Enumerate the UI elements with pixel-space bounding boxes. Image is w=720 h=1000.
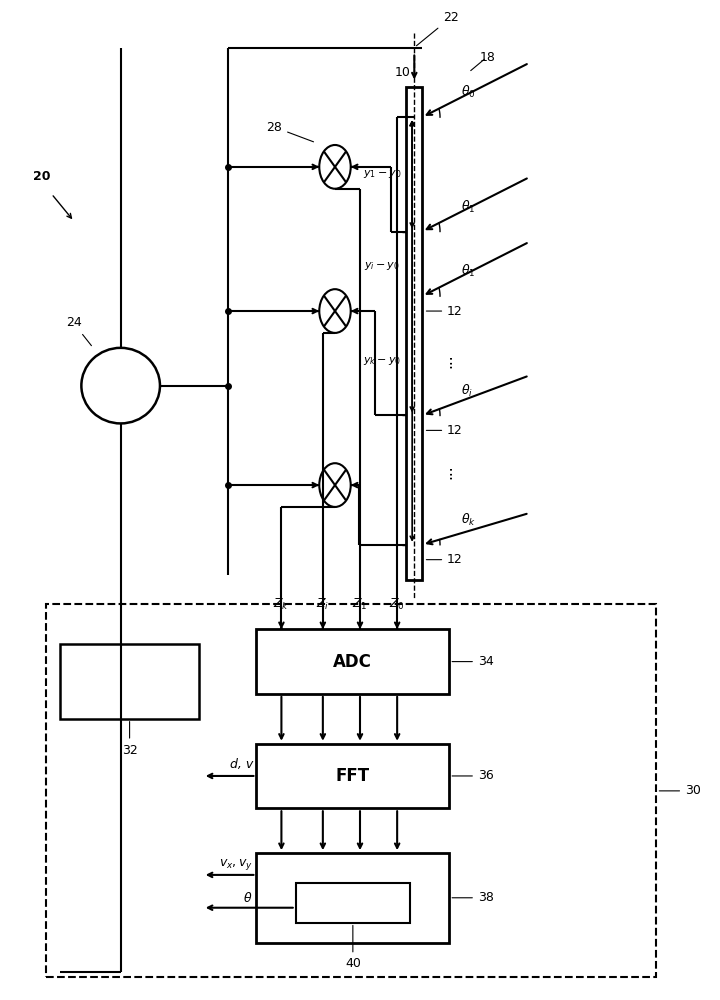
Circle shape: [319, 145, 351, 189]
Text: $Z_k$: $Z_k$: [274, 597, 289, 612]
Text: 20: 20: [33, 170, 51, 183]
Bar: [60, 644, 199, 719]
Text: $v_x, v_y$: $v_x, v_y$: [219, 857, 253, 872]
Text: $\theta$: $\theta$: [243, 891, 253, 905]
Text: ...: ...: [440, 465, 454, 479]
Circle shape: [319, 289, 351, 333]
Text: $\theta_k$: $\theta_k$: [462, 512, 477, 528]
Text: $\theta_0$: $\theta_0$: [462, 84, 476, 100]
Text: 12: 12: [426, 424, 463, 437]
Text: d, v: d, v: [230, 758, 253, 771]
Bar: [256, 744, 449, 808]
Text: 32: 32: [122, 722, 138, 757]
Text: 40: 40: [345, 925, 361, 970]
Text: 30: 30: [660, 784, 701, 797]
Text: 24: 24: [66, 316, 91, 346]
Text: FFT: FFT: [336, 767, 370, 785]
Ellipse shape: [81, 348, 160, 423]
Text: 10: 10: [395, 66, 411, 79]
Text: $Z_i$: $Z_i$: [316, 597, 330, 612]
Text: ADC: ADC: [333, 653, 372, 671]
Text: 36: 36: [452, 769, 494, 782]
Bar: [406, 87, 422, 580]
Text: $y_1 - y_0$: $y_1 - y_0$: [363, 168, 402, 180]
Text: 12: 12: [426, 305, 463, 318]
Text: $\theta_i$: $\theta_i$: [462, 383, 474, 399]
Bar: [296, 883, 410, 923]
Circle shape: [319, 463, 351, 507]
Text: $y_k - y_0$: $y_k - y_0$: [363, 355, 401, 367]
Bar: [256, 629, 449, 694]
Text: $\theta_1$: $\theta_1$: [462, 199, 476, 215]
Text: $\theta_1$: $\theta_1$: [462, 263, 476, 279]
Text: ...: ...: [440, 353, 454, 368]
Text: 22: 22: [416, 11, 459, 46]
Text: 38: 38: [452, 891, 494, 904]
Text: 12: 12: [426, 553, 463, 566]
Text: 18: 18: [480, 51, 495, 64]
Text: $y_i - y_0$: $y_i - y_0$: [364, 260, 400, 272]
Text: $Z_1$: $Z_1$: [352, 597, 368, 612]
Bar: [256, 853, 449, 943]
Text: 34: 34: [452, 655, 494, 668]
Text: $Z_0$: $Z_0$: [390, 597, 405, 612]
Bar: [45, 604, 657, 977]
Text: 28: 28: [266, 121, 313, 142]
